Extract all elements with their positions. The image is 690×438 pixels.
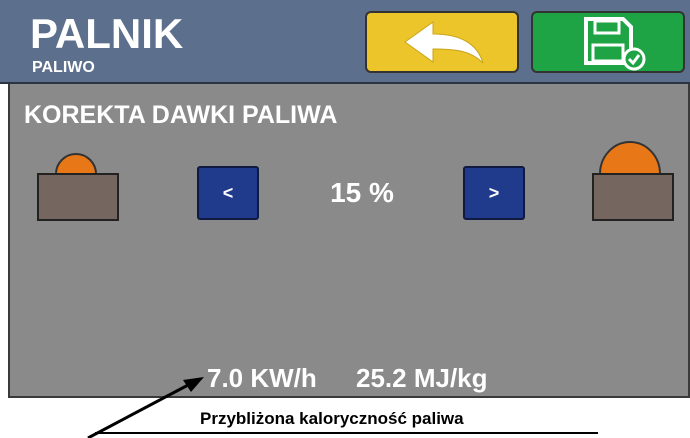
subtitle: PALIWO: [32, 59, 95, 76]
title: PALNIK: [30, 10, 184, 57]
value: 15 %: [330, 177, 394, 208]
low-flame-icon: [37, 153, 119, 221]
power-value: 7.0 KW/h: [207, 363, 317, 393]
section-title: KOREKTA DAWKI PALIWA: [24, 101, 338, 129]
increase-button[interactable]: >: [463, 166, 525, 220]
save-icon: [584, 17, 646, 71]
energy-value: 25.2 MJ/kg: [356, 363, 488, 393]
note: Przybliżona kaloryczność paliwa: [200, 409, 464, 428]
save-button[interactable]: [531, 11, 685, 73]
high-flame-icon: [592, 141, 674, 221]
back-button[interactable]: [365, 11, 519, 73]
panel: [8, 84, 690, 398]
back-icon: [404, 21, 484, 64]
decrease-button[interactable]: <: [197, 166, 259, 220]
